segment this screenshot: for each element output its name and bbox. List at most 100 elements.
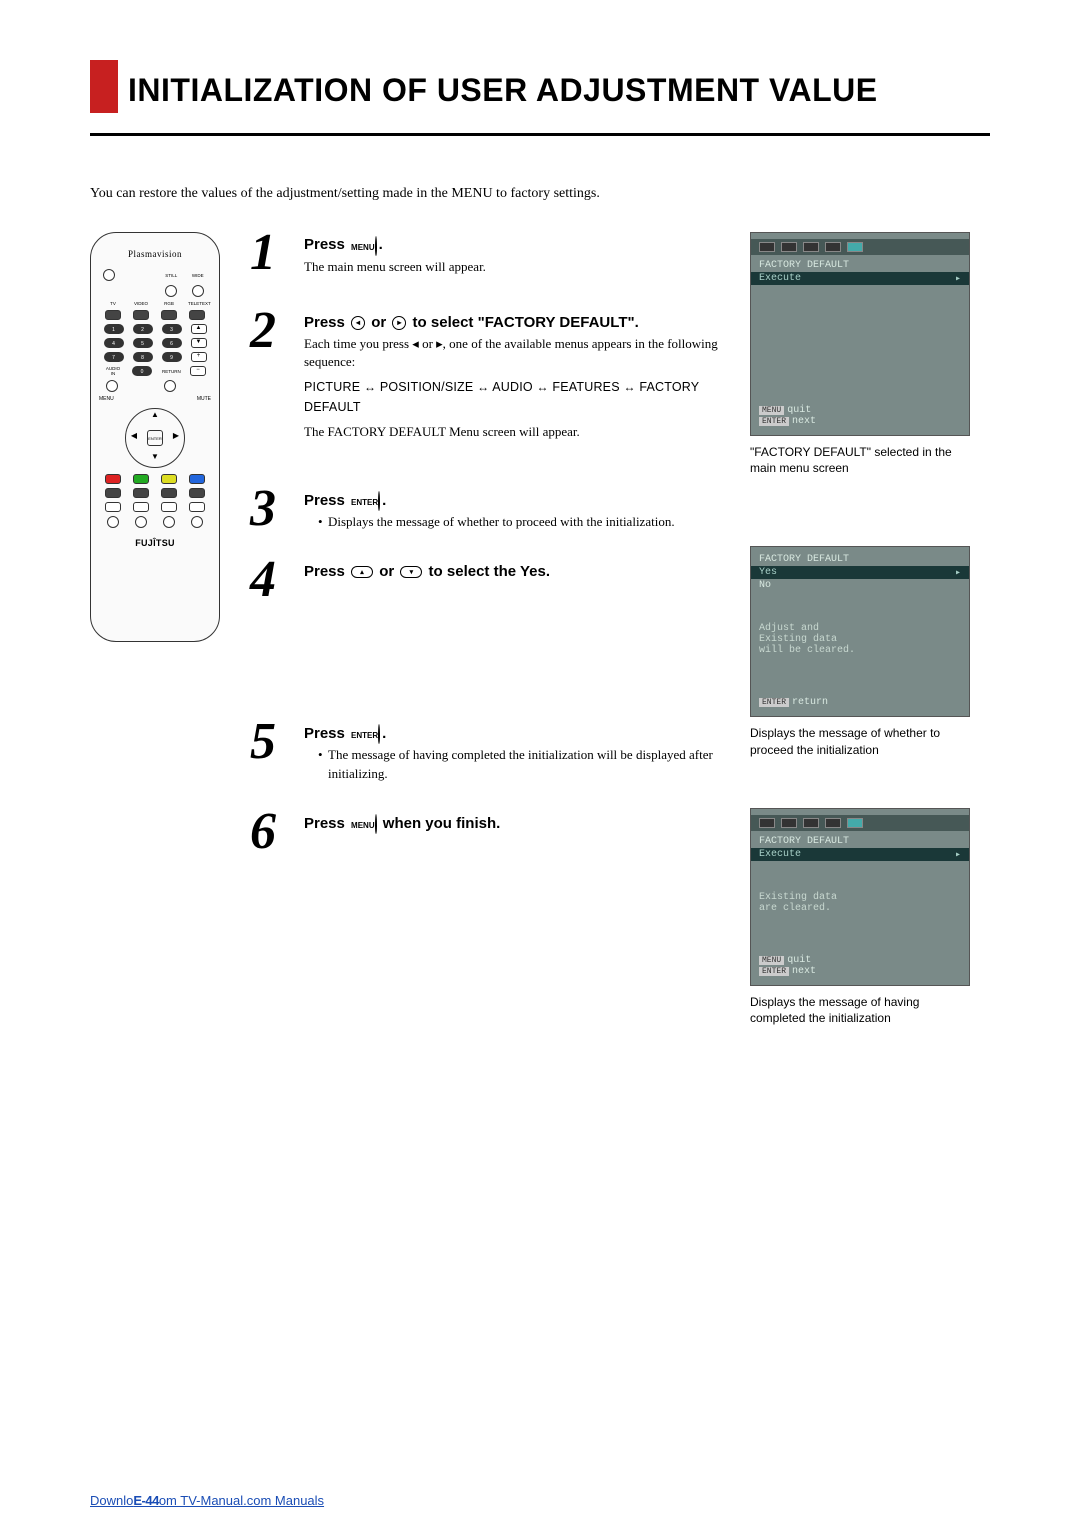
osd-footer: MENUquitENTERnext <box>751 953 969 979</box>
num-4-icon: 4 <box>104 338 124 348</box>
color-blue-button-icon <box>189 474 205 484</box>
osd-message: Existing data are cleared. <box>751 891 969 915</box>
num-0-icon: 0 <box>132 366 152 376</box>
osd-tab-icon <box>847 242 863 252</box>
step-number: 5 <box>250 721 290 783</box>
osd-footer-text: quit <box>787 955 811 966</box>
osd-panel-2: FACTORY DEFAULTYes ▸No Adjust and Existin… <box>750 546 990 757</box>
step-body: Press ▴ or ▾ to select the Yes. <box>304 559 730 601</box>
osd-line: No <box>751 579 969 592</box>
osd-line: Yes ▸ <box>751 566 969 579</box>
steps-column: 1Press MENU.The main menu screen will ap… <box>250 232 730 1056</box>
memory-button-icon <box>163 516 175 528</box>
teletext-button-icon <box>189 310 205 320</box>
osd-line: FACTORY DEFAULT <box>751 259 969 272</box>
step-4: 4 Press ▴ or ▾ to select the Yes. <box>250 559 730 601</box>
still-button-icon <box>165 285 177 297</box>
dpad-down-icon: ▼ <box>148 452 162 466</box>
ch-up-icon: ▲ <box>191 324 207 334</box>
osd-screen: FACTORY DEFAULTExecute ▸Existing data ar… <box>750 808 970 986</box>
main-layout: Plasmavision STILL WIDE TV VIDEO RGB TEL… <box>90 232 990 1056</box>
osd-line: Execute ▸ <box>751 272 969 285</box>
wide-button-icon <box>192 285 204 297</box>
remote-column: Plasmavision STILL WIDE TV VIDEO RGB TEL… <box>90 232 230 1056</box>
step-body-text: Each time you press ◂ or ▸, one of the a… <box>304 335 730 371</box>
video-label: VIDEO <box>132 301 150 306</box>
step-number: 3 <box>250 488 290 532</box>
footer-link[interactable]: DownloE-44om TV-Manual.com Manuals <box>90 1493 324 1508</box>
osd-line: FACTORY DEFAULT <box>751 553 969 566</box>
step-5: 5 Press ENTER. The message of having compl… <box>250 721 730 783</box>
step-6: 6 Press MENU when you finish. <box>250 811 730 853</box>
mute-label: MUTE <box>197 396 211 402</box>
vol-down-icon: − <box>190 366 206 376</box>
cancel-button-icon <box>161 502 177 512</box>
intro-text: You can restore the values of the adjust… <box>90 186 990 202</box>
wide-label: WIDE <box>189 273 207 278</box>
step-number: 4 <box>250 559 290 601</box>
osd-panel-1: FACTORY DEFAULTExecute ▸MENUquitENTERnex… <box>750 232 990 476</box>
step-heading: Press MENU when you finish. <box>304 815 730 833</box>
osd-tab-icon <box>781 242 797 252</box>
num-9-icon: 9 <box>162 352 182 362</box>
step-body: Press MENU. The main menu screen will app… <box>304 232 730 282</box>
inline-button-icon: MENU <box>351 815 377 832</box>
osd-footer-key: MENU <box>759 956 784 965</box>
osd-header <box>751 239 969 255</box>
ch-down-icon: ▼ <box>191 338 207 348</box>
osd-screen: FACTORY DEFAULTExecute ▸MENUquitENTERnex… <box>750 232 970 436</box>
osd-tab-icon <box>825 818 841 828</box>
osd-panel-3: FACTORY DEFAULTExecute ▸Existing data ar… <box>750 808 990 1026</box>
osd-footer-key: ENTER <box>759 417 789 426</box>
step-heading: Press ENTER. <box>304 725 730 743</box>
step-bullet: The message of having completed the init… <box>318 746 730 782</box>
step-1: 1Press MENU.The main menu screen will ap… <box>250 232 730 282</box>
color-green-button-icon <box>133 474 149 484</box>
osd-footer-text: next <box>792 966 816 977</box>
dpad-left-icon: ◀ <box>127 431 141 445</box>
dpad-right-icon: ▶ <box>169 431 183 445</box>
step-heading: Press MENU. <box>304 236 730 254</box>
num-6-icon: 6 <box>162 338 182 348</box>
title-bar: INITIALIZATION OF USER ADJUSTMENT VALUE <box>90 60 990 113</box>
inline-button-icon: ◂ <box>351 316 365 330</box>
step-body-text: The main menu screen will appear. <box>304 258 730 276</box>
step-number: 2 <box>250 310 290 448</box>
inline-button-icon: MENU <box>351 237 377 254</box>
dpad-icon: ENTER ▲ ▼ ◀ ▶ <box>125 408 185 468</box>
enter-button-icon: ENTER <box>147 430 163 446</box>
osd-header <box>751 815 969 831</box>
color-red-button-icon <box>105 474 121 484</box>
return-label: RETURN <box>162 369 180 374</box>
audio-in-label: AUDIO IN <box>104 366 122 376</box>
osd-tab-icon <box>759 818 775 828</box>
step-heading: Press ENTER. <box>304 492 730 510</box>
rgb-button-icon <box>161 310 177 320</box>
still-label: STILL <box>162 273 180 278</box>
osd-footer-key: ENTER <box>759 967 789 976</box>
footer-link-prefix: Downlo <box>90 1493 133 1508</box>
step-number: 6 <box>250 811 290 853</box>
color-yellow-button-icon <box>161 474 177 484</box>
video-button-icon <box>133 310 149 320</box>
subpage-button-icon <box>105 488 121 498</box>
osd-tab-icon <box>803 242 819 252</box>
osd-message: Adjust and Existing data will be cleared… <box>751 622 969 657</box>
step-heading: Press ◂ or ▸ to select "FACTORY DEFAULT"… <box>304 314 730 331</box>
num-3-icon: 3 <box>162 324 182 334</box>
osd-caption: Displays the message of having completed… <box>750 994 970 1026</box>
num-7-icon: 7 <box>104 352 124 362</box>
osd-tab-icon <box>781 818 797 828</box>
inline-button-icon: ▾ <box>400 566 422 578</box>
step-body: Press ENTER.Displays the message of whet… <box>304 488 730 532</box>
vol-up-icon: + <box>191 352 207 362</box>
footer-link-suffix: om TV-Manual.com Manuals <box>159 1493 324 1508</box>
osd-line: Execute ▸ <box>751 848 969 861</box>
menu-label: MENU <box>99 396 114 402</box>
osd-footer-key: ENTER <box>759 698 789 707</box>
osd-tab-icon <box>803 818 819 828</box>
page-number: E-44 <box>133 1493 158 1508</box>
dpad-up-icon: ▲ <box>148 410 162 424</box>
audio-in-button-icon <box>106 380 118 392</box>
inline-button-icon: ▴ <box>351 566 373 578</box>
